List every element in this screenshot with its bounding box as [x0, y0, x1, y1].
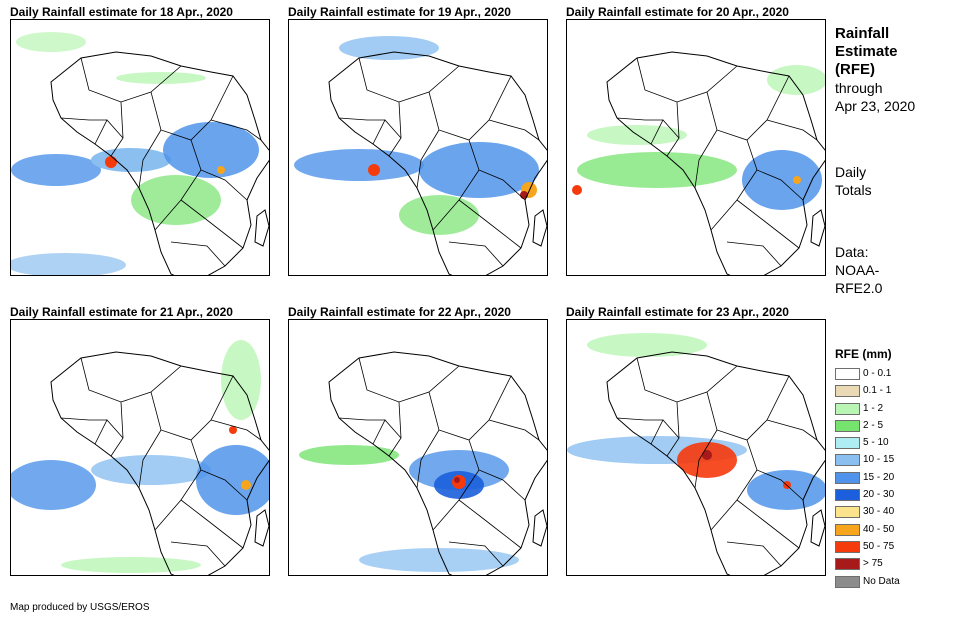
legend-swatch [835, 506, 860, 519]
legend-swatch [835, 454, 860, 467]
side-title-2: Estimate [835, 43, 898, 60]
legend: 0 - 0.1 0.1 - 1 1 - 2 2 - 5 5 - 10 10 - … [835, 367, 955, 592]
legend-swatch [835, 471, 860, 484]
data-source: Data: NOAA- RFE2.0 [835, 243, 882, 297]
legend-item: 30 - 40 [835, 505, 955, 522]
legend-label: No Data [863, 575, 900, 587]
legend-item: 15 - 20 [835, 471, 955, 488]
legend-label: 10 - 15 [863, 454, 895, 466]
map-panel-21-apr: Daily Rainfall estimate for 21 Apr., 202… [10, 304, 270, 576]
credit: Map produced by USGS/EROS [10, 602, 150, 613]
panel-title: Daily Rainfall estimate for 22 Apr., 202… [288, 305, 511, 319]
legend-item: 5 - 10 [835, 436, 955, 453]
side-title-3: (RFE) [835, 61, 875, 78]
legend-swatch [835, 437, 860, 450]
legend-swatch [835, 540, 860, 553]
rainfall-map [10, 319, 270, 576]
legend-swatch [835, 419, 860, 432]
legend-label: 0.1 - 1 [863, 385, 892, 397]
map-panel-20-apr: Daily Rainfall estimate for 20 Apr., 202… [566, 4, 826, 276]
rainfall-map [566, 319, 826, 576]
legend-label: 1 - 2 [863, 402, 884, 414]
legend-swatch [835, 523, 860, 536]
legend-item: 20 - 30 [835, 488, 955, 505]
legend-swatch [835, 575, 860, 588]
panel-title: Daily Rainfall estimate for 19 Apr., 202… [288, 5, 511, 19]
rainfall-map [288, 319, 548, 576]
legend-label: 0 - 0.1 [863, 368, 892, 379]
rainfall-map [10, 19, 270, 276]
rainfall-map [288, 19, 548, 276]
through-date: Apr 23, 2020 [835, 98, 916, 114]
legend-item: 40 - 50 [835, 523, 955, 540]
data-label: Data: [835, 244, 869, 260]
through-label: through [835, 80, 883, 96]
legend-swatch [835, 558, 860, 571]
side-title-1: Rainfall [835, 25, 890, 42]
legend-label: 20 - 30 [863, 489, 895, 501]
legend-swatch [835, 368, 860, 380]
panel-title: Daily Rainfall estimate for 21 Apr., 202… [10, 305, 233, 319]
legend-item: No Data [835, 575, 955, 592]
legend-item: 50 - 75 [835, 540, 955, 557]
legend-item: 2 - 5 [835, 419, 955, 436]
daily-label: Daily [835, 164, 867, 180]
daily-totals: Daily Totals [835, 163, 872, 199]
map-panel-23-apr: Daily Rainfall estimate for 23 Apr., 202… [566, 304, 826, 576]
map-panel-18-apr: Daily Rainfall estimate for 18 Apr., 202… [10, 4, 270, 276]
legend-label: 2 - 5 [863, 419, 884, 431]
panel-title: Daily Rainfall estimate for 20 Apr., 202… [566, 5, 789, 19]
legend-label: 40 - 50 [863, 523, 895, 535]
data-source-line1: NOAA- [835, 262, 880, 278]
legend-label: 5 - 10 [863, 437, 889, 449]
legend-item: 0.1 - 1 [835, 384, 955, 401]
panel-title: Daily Rainfall estimate for 23 Apr., 202… [566, 305, 789, 319]
map-panel-22-apr: Daily Rainfall estimate for 22 Apr., 202… [288, 304, 548, 576]
totals-label: Totals [835, 182, 872, 198]
legend-label: 30 - 40 [863, 506, 895, 518]
legend-label: 50 - 75 [863, 540, 895, 552]
legend-title: RFE (mm) [835, 347, 892, 361]
map-panel-19-apr: Daily Rainfall estimate for 19 Apr., 202… [288, 4, 548, 276]
legend-item: 1 - 2 [835, 402, 955, 419]
legend-label: 15 - 20 [863, 471, 895, 483]
legend-item: 0 - 0.1 [835, 367, 955, 384]
legend-swatch [835, 385, 860, 398]
rainfall-map [566, 19, 826, 276]
legend-item: 10 - 15 [835, 453, 955, 470]
legend-swatch [835, 489, 860, 502]
panel-title: Daily Rainfall estimate for 18 Apr., 202… [10, 5, 233, 19]
data-source-line2: RFE2.0 [835, 280, 883, 296]
legend-swatch [835, 402, 860, 415]
legend-label: > 75 [863, 558, 883, 570]
side-info: Rainfall Estimate (RFE) through Apr 23, … [835, 25, 915, 115]
legend-item: > 75 [835, 557, 955, 574]
